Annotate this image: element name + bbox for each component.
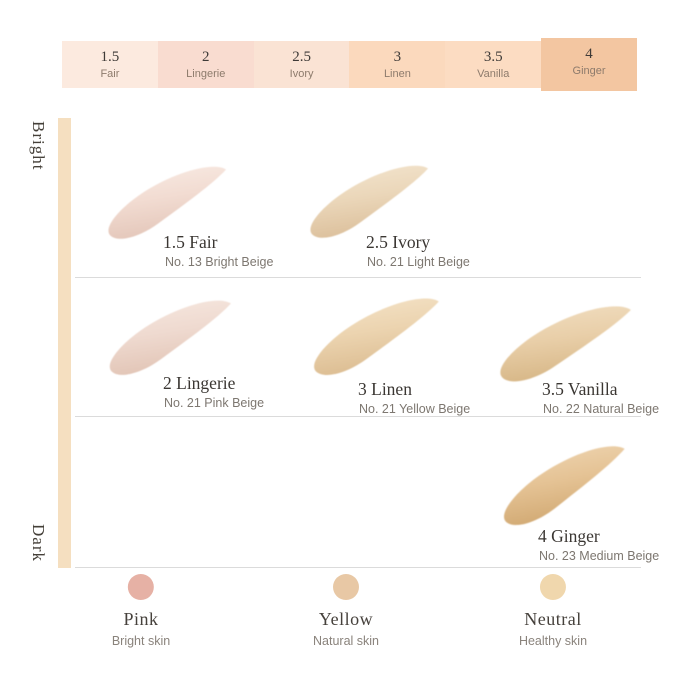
swatch-smear-ginger: [501, 445, 628, 526]
legend-sub: Bright skin: [111, 634, 171, 648]
scale-name: Vanilla: [477, 68, 510, 80]
legend-name: Pink: [123, 609, 159, 629]
swatch-smear-ivory: [310, 165, 429, 238]
legend-item-pink: Pink Bright skin: [112, 574, 170, 648]
scale-name: Ginger: [572, 65, 606, 77]
scale-cell-fair: 1.5 Fair: [62, 41, 158, 88]
legend-name: Yellow: [318, 609, 374, 629]
swatch-smear-linen: [314, 298, 439, 375]
swatch-smear-lingerie: [109, 300, 231, 375]
scale-cell-linen: 3 Linen: [349, 41, 446, 88]
brightness-axis-bar: [58, 118, 71, 568]
scale-number: 2: [201, 49, 210, 65]
swatch-smear-vanilla: [500, 302, 631, 386]
scale-number: 2.5: [292, 49, 311, 65]
swatch-label: 4 Ginger: [538, 526, 600, 546]
swatch-sub-label: No. 13 Bright Beige: [165, 255, 274, 269]
swatch-sub-label: No. 21 Yellow Beige: [359, 402, 471, 416]
swatch-sub-label: No. 23 Medium Beige: [539, 549, 660, 563]
scale-number: 3: [393, 49, 402, 65]
undertone-dot-pink: [127, 574, 154, 600]
legend-item-yellow: Yellow Natural skin: [313, 574, 379, 648]
legend-sub: Natural skin: [313, 634, 379, 648]
legend-name: Neutral: [524, 609, 582, 629]
axis-label-dark: Dark: [29, 524, 48, 562]
scale-name: Linen: [383, 68, 411, 80]
undertone-dot-yellow: [333, 574, 359, 600]
legend-item-neutral: Neutral Healthy skin: [519, 574, 587, 648]
row-divider: [75, 567, 641, 568]
scale-number: 4: [585, 46, 593, 62]
swatch-label: 2 Lingerie: [163, 373, 236, 393]
scale-name: Lingerie: [186, 68, 226, 80]
swatch-sub-label: No. 21 Light Beige: [367, 255, 470, 269]
scale-number: 3.5: [483, 49, 503, 65]
scale-cell-lingerie: 2 Lingerie: [157, 41, 254, 88]
scale-cell-vanilla: 3.5 Vanilla: [445, 41, 542, 88]
scale-name: Fair: [100, 68, 120, 80]
legend-sub: Healthy skin: [518, 634, 588, 648]
swatch-label: 2.5 Ivory: [366, 232, 431, 252]
undertone-dot-neutral: [540, 574, 566, 600]
swatch-label: 3.5 Vanilla: [542, 379, 618, 399]
row-divider: [75, 277, 641, 278]
swatch-label: 1.5 Fair: [163, 232, 218, 252]
scale-cell-ginger: 4 Ginger: [541, 38, 637, 91]
scale-cell-ivory: 2.5 Ivory: [253, 41, 350, 88]
shade-scale-bar: 1.5 Fair 2 Lingerie 2.5 Ivory 3 Linen 3.…: [62, 38, 637, 91]
swatch-label: 3 Linen: [358, 379, 412, 399]
swatch-sub-label: No. 21 Pink Beige: [164, 396, 265, 410]
axis-label-bright: Bright: [29, 121, 48, 171]
scale-name: Ivory: [289, 68, 314, 80]
swatch-sub-label: No. 22 Natural Beige: [543, 402, 660, 416]
row-divider: [75, 416, 641, 417]
scale-number: 1.5: [100, 49, 120, 65]
